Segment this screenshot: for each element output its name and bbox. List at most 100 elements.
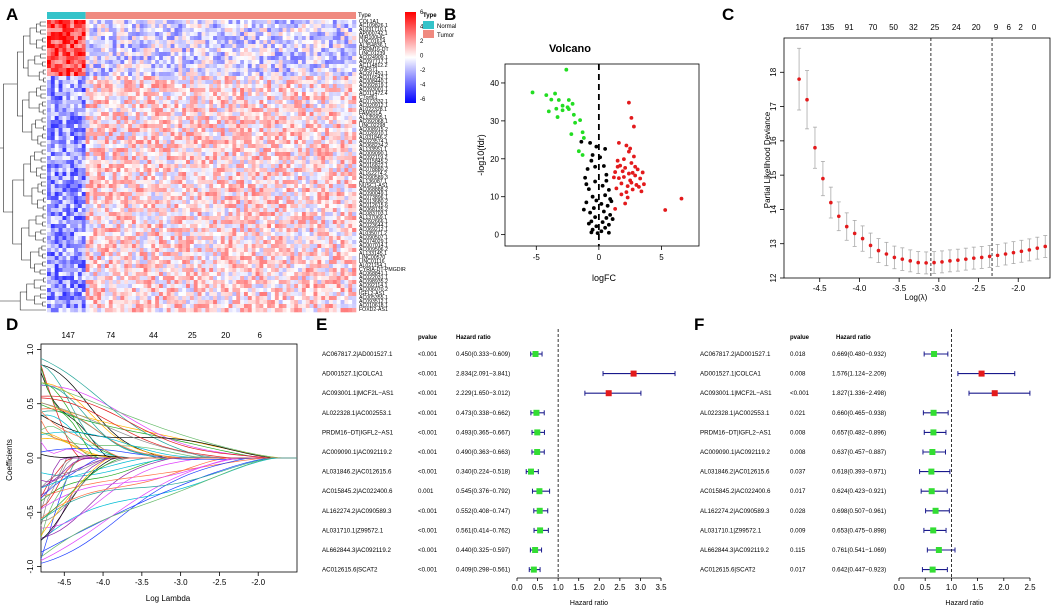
heatmap-cell <box>313 236 318 241</box>
heatmap-cell <box>294 196 299 201</box>
heatmap-cell <box>224 44 229 49</box>
heatmap-cell <box>216 100 222 105</box>
heatmap-cell <box>174 248 179 253</box>
heatmap-cell <box>348 20 353 25</box>
heatmap-cell <box>89 20 94 25</box>
dendrogram-branch <box>30 251 39 269</box>
heatmap-cell <box>54 172 59 177</box>
heatmap-cell <box>139 256 144 261</box>
heatmap-cell <box>70 88 75 93</box>
heatmap-cell <box>93 188 98 193</box>
heatmap-cell <box>70 156 75 161</box>
heatmap-cell <box>201 200 206 205</box>
heatmap-cell <box>101 188 106 193</box>
heatmap-cell <box>101 136 106 141</box>
heatmap-cell <box>336 92 341 97</box>
heatmap-cell <box>97 208 102 213</box>
heatmap-cell <box>135 264 140 269</box>
dendrogram-branch <box>34 263 43 273</box>
heatmap-cell <box>155 120 160 125</box>
heatmap-cell <box>328 192 334 197</box>
heatmap-cell <box>182 76 187 81</box>
heatmap-cell <box>85 212 90 217</box>
heatmap-cell <box>139 200 144 205</box>
heatmap-cell <box>124 156 129 161</box>
heatmap-cell <box>93 60 98 65</box>
heatmap-cell <box>186 224 191 229</box>
heatmap-cell <box>236 188 241 193</box>
heatmap-cell <box>294 212 299 217</box>
heatmap-cell <box>313 180 318 185</box>
heatmap-cell <box>162 136 168 141</box>
heatmap-cell <box>116 92 121 97</box>
heatmap-cell <box>294 216 299 221</box>
heatmap-cell <box>255 252 260 257</box>
heatmap-cell <box>340 164 345 169</box>
heatmap-cell <box>317 232 322 237</box>
heatmap-cell <box>247 20 253 25</box>
heatmap-cell <box>216 52 222 57</box>
heatmap-cell <box>66 80 71 85</box>
heatmap-cell <box>274 220 280 225</box>
heatmap-cell <box>74 20 79 25</box>
heatmap-cell <box>251 72 256 77</box>
heatmap-cell <box>282 172 287 177</box>
heatmap-cell <box>228 156 233 161</box>
heatmap-cell <box>247 108 253 113</box>
heatmap-cell <box>197 248 202 253</box>
heatmap-cell <box>54 20 59 25</box>
heatmap-cell <box>81 20 86 25</box>
heatmap-cell <box>120 236 125 241</box>
heatmap-cell <box>305 84 310 89</box>
heatmap-cell <box>66 36 71 41</box>
heatmap-cell <box>344 232 349 237</box>
heatmap-cell <box>336 224 341 229</box>
heatmap-cell <box>220 120 225 125</box>
heatmap-cell <box>104 28 110 33</box>
heatmap-cell <box>228 144 233 149</box>
heatmap-cell <box>124 108 129 113</box>
heatmap-cell <box>112 76 117 81</box>
heatmap-cell <box>344 236 349 241</box>
heatmap-cell <box>220 164 225 169</box>
heatmap-cell <box>294 100 299 105</box>
heatmap-cell <box>298 80 303 85</box>
heatmap-cell <box>120 240 125 245</box>
heatmap-cell <box>332 132 337 137</box>
heatmap-cell <box>286 92 291 97</box>
heatmap-cell <box>93 232 98 237</box>
heatmap-cell <box>321 220 326 225</box>
heatmap-cell <box>201 44 206 49</box>
heatmap-cell <box>116 180 121 185</box>
heatmap-cell <box>89 60 94 65</box>
heatmap-cell <box>328 232 334 237</box>
heatmap-cell <box>278 52 283 57</box>
heatmap-cell <box>54 184 59 189</box>
heatmap-cell <box>162 200 168 205</box>
heatmap-cell <box>50 264 56 269</box>
heatmap-cell <box>271 212 276 217</box>
heatmap-cell <box>213 196 218 201</box>
heatmap-cell <box>81 136 86 141</box>
heatmap-cell <box>124 240 129 245</box>
heatmap-cell <box>348 68 353 73</box>
heatmap-cell <box>147 144 152 149</box>
heatmap-cell <box>101 68 106 73</box>
heatmap-cell <box>182 140 187 145</box>
heatmap-cell <box>213 164 218 169</box>
heatmap-cell <box>58 148 63 153</box>
heatmap-cell <box>50 204 56 209</box>
heatmap-cell <box>232 28 237 33</box>
heatmap-cell <box>182 132 187 137</box>
heatmap-cell <box>101 204 106 209</box>
heatmap-cell <box>332 104 337 109</box>
heatmap-cell <box>139 72 144 77</box>
heatmap-cell <box>325 60 330 65</box>
heatmap-cell <box>186 200 191 205</box>
heatmap-cell <box>182 44 187 49</box>
heatmap-cell <box>313 56 318 61</box>
heatmap-cell <box>240 60 245 65</box>
heatmap-cell <box>197 232 202 237</box>
heatmap-cell <box>120 84 125 89</box>
heatmap-cell <box>332 44 337 49</box>
